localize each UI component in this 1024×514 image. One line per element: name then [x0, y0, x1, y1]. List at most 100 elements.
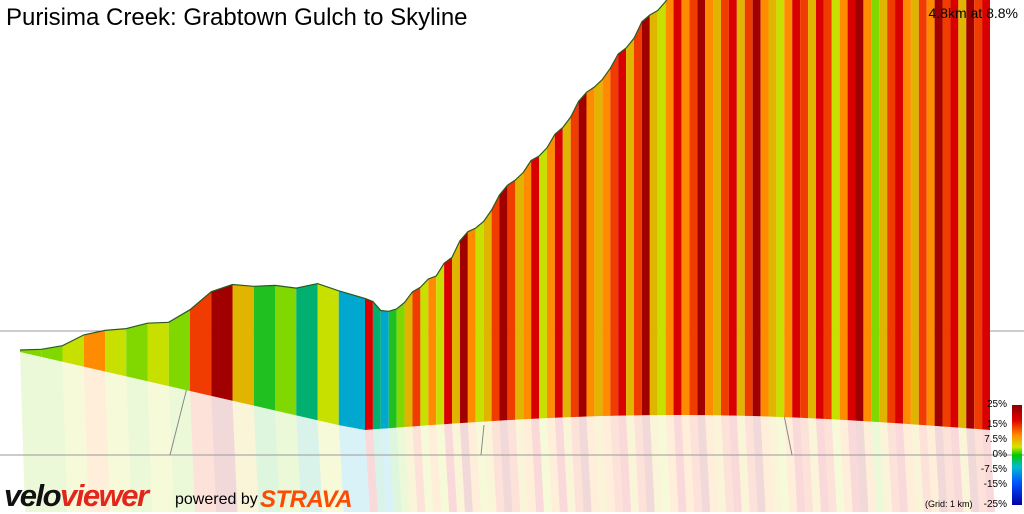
profile-shadow-strip [412, 425, 426, 512]
profile-shadow-strip [444, 423, 458, 512]
profile-strip [705, 0, 714, 416]
profile-shadow-strip [871, 421, 885, 512]
profile-strip [168, 309, 190, 391]
profile-strip [626, 38, 634, 416]
profile-top-edge [19, 0, 668, 351]
profile-shadow-strip [839, 419, 853, 512]
profile-shadow-strip [784, 417, 798, 512]
profile-strip [744, 0, 753, 417]
profile-strip [895, 0, 903, 424]
profile-shadow-strip [728, 415, 742, 512]
gradient-legend-bar [1012, 405, 1022, 505]
profile-strip [713, 0, 722, 416]
profile-shadow-strip [211, 395, 238, 512]
profile-strip [839, 0, 848, 421]
profile-shadow-strip [792, 417, 806, 512]
profile-strip [232, 284, 254, 406]
profile-strip [863, 0, 872, 422]
legend-label-25: 25% [986, 399, 1007, 410]
profile-strip [404, 291, 413, 428]
profile-shadow-strip [926, 425, 940, 512]
profile-shadow-strip [847, 420, 861, 512]
profile-strip [105, 328, 127, 377]
profile-strip [808, 0, 816, 419]
profile-shadow-strip [483, 421, 497, 512]
profile-shadow-strip [808, 418, 821, 512]
profile-strip [190, 291, 212, 396]
profile-shadow-strip [491, 420, 505, 512]
profile-strip [586, 87, 595, 417]
profile-shadow-strip [942, 426, 956, 512]
profile-strip [942, 0, 951, 428]
profile-strip [784, 0, 793, 418]
profile-shadow-strip [966, 428, 980, 512]
profile-strip [41, 345, 63, 362]
profile-strip [649, 10, 658, 416]
profile-strip [444, 257, 453, 425]
profile-strip [950, 0, 959, 428]
profile-shadow-strip [736, 415, 750, 512]
profile-strip [396, 302, 405, 428]
profile-strip [20, 349, 42, 357]
profile-shadow-strip [372, 428, 386, 512]
profile-shadow-strip [918, 424, 932, 512]
profile-strip [507, 180, 516, 421]
profile-strip [523, 160, 532, 420]
profile-strip [918, 0, 927, 426]
profile-strip [412, 287, 421, 427]
legend-label-neg-7-5: -7.5% [980, 464, 1007, 475]
profile-shadow-strip [365, 429, 378, 512]
profile-shadow-strip [546, 417, 560, 512]
profile-strip [641, 15, 650, 416]
profile-shadow-strip [657, 415, 671, 512]
profile-shadow-strip [41, 356, 68, 512]
profile-strip [926, 0, 935, 426]
profile-shadow-strip [815, 418, 829, 512]
profile-strip [934, 0, 943, 427]
profile-shadow-strip [610, 415, 624, 512]
profile-shadow-strip [618, 415, 632, 512]
profile-shadow-strip [570, 416, 584, 512]
logo-velo-text: velo [4, 478, 62, 513]
profile-strip [554, 127, 563, 418]
profile-shadow-strip [507, 419, 521, 512]
profile-strip [823, 0, 832, 420]
profile-strip [879, 0, 888, 423]
profile-shadow-strip [934, 425, 948, 512]
profile-strip [372, 301, 381, 430]
profile-strip [578, 92, 587, 417]
profile-strip [815, 0, 824, 419]
profile-shadow-strip [744, 415, 758, 512]
profile-shadow-strip [275, 410, 302, 512]
profile-shadow-strip [420, 425, 434, 512]
profile-shadow-strip [974, 428, 988, 512]
profile-shadow-strip [776, 416, 790, 512]
profile-shadow-strip [665, 415, 679, 512]
profile-strip [871, 0, 880, 423]
profile-strip [657, 1, 666, 416]
profile-strip [958, 0, 967, 429]
profile-strip [546, 134, 555, 419]
profile-shadow-strip [190, 391, 217, 512]
profile-strip [902, 0, 911, 425]
profile-shadow-strip [902, 423, 916, 512]
profile-shadow-strip [855, 420, 869, 512]
profile-strip [760, 0, 769, 417]
profile-shadow-strip [887, 422, 901, 512]
profile-shadow-strip [296, 415, 323, 512]
profile-strip [436, 263, 445, 425]
profile-strip [531, 156, 540, 419]
profile-shadow-strip [452, 423, 465, 512]
profile-shadow-strip [83, 366, 110, 512]
shadow-layer [20, 352, 995, 512]
profile-shadow-strip [950, 427, 964, 512]
profile-strip [887, 0, 896, 424]
profile-shadow-strip [531, 418, 545, 512]
profile-shadow-strip [626, 415, 639, 512]
profile-strip [689, 0, 698, 416]
profile-strip [515, 172, 524, 420]
profile-shadow-strip [823, 418, 837, 512]
profile-shadow-strip [831, 419, 845, 512]
profile-shadow-strip [562, 417, 576, 512]
